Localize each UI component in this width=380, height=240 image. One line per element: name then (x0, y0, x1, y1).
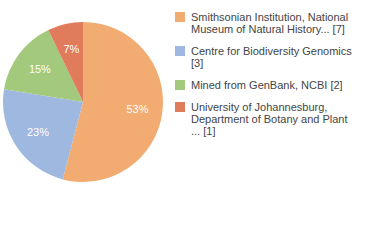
svg-text:53%: 53% (126, 103, 148, 115)
html-text:University of Johannesburg, De: University of Johannesburg, Department o… (191, 101, 348, 137)
svg-text:7%: 7% (63, 43, 79, 55)
svg-text:15%: 15% (29, 63, 51, 75)
html-text:Centre for Biodiversity Genomi: Centre for Biodiversity Genomics [3] (191, 45, 352, 69)
html-text:Smithsonian Institution, Natio: Smithsonian Institution, National Museum… (191, 11, 349, 35)
svg-text:23%: 23% (27, 126, 49, 138)
html-text:Mined from GenBank, NCBI [2]: Mined from GenBank, NCBI [2] (191, 79, 343, 91)
